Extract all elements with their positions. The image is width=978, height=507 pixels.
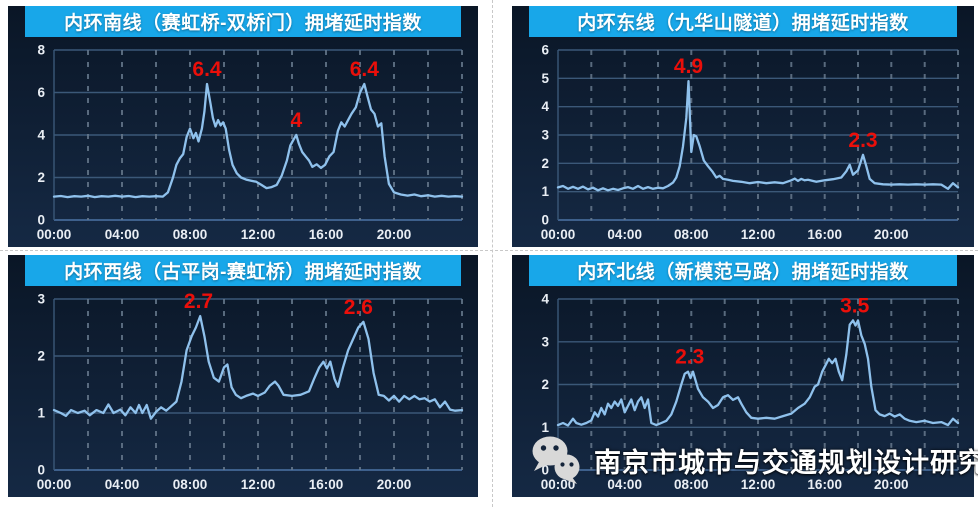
y-axis-tick-label: 3	[541, 128, 549, 143]
x-axis-tick-label: 12:00	[241, 477, 276, 492]
congestion-delay-line-chart: 0 2 4 6 8 00:00 04:00 08:00 12:00 16:00 20:00 6.4 4 6…	[37, 43, 464, 242]
congestion-index-series	[52, 314, 464, 420]
y-axis-tick-label: 6	[541, 43, 549, 58]
congestion-index-series	[52, 82, 464, 199]
chart-title: 内环西线（古平岗-赛虹桥）拥堵延时指数	[25, 255, 461, 286]
y-axis-tick-label: 2	[541, 156, 549, 171]
x-axis-tick-label: 20:00	[874, 227, 909, 242]
x-axis-tick-label: 00:00	[541, 477, 576, 492]
x-axis-tick-label: 20:00	[377, 477, 412, 492]
y-axis-tick-label: 6	[37, 85, 45, 100]
y-axis-tick-label: 0	[541, 463, 549, 478]
x-axis-tick-label: 16:00	[807, 477, 842, 492]
peak-value-label: 2.7	[184, 290, 213, 313]
chart-panel-inner-ring-east: 内环东线（九华山隧道）拥堵延时指数 0 1 2 3 4 5 6 00:00 04:00 08:00…	[512, 6, 974, 247]
y-axis-tick-label: 2	[37, 349, 45, 364]
x-axis-tick-label: 08:00	[674, 477, 709, 492]
y-axis-tick-label: 2	[541, 377, 549, 392]
peak-value-label: 4	[290, 109, 302, 132]
peak-value-label: 2.3	[848, 129, 877, 152]
chart-panel-inner-ring-north: 内环北线（新模范马路）拥堵延时指数 0 1 2 3 4 00:00 04:00 08:00 12…	[512, 255, 974, 497]
y-axis-tick-label: 8	[37, 43, 45, 58]
peak-value-label: 2.3	[675, 346, 704, 369]
congestion-delay-line-chart: 0 1 2 3 4 00:00 04:00 08:00 12:00 16:00 20:00 2.3 3.…	[541, 292, 960, 492]
peak-value-label: 2.6	[344, 296, 373, 319]
y-axis-tick-label: 0	[37, 213, 45, 228]
y-axis-tick-label: 3	[37, 292, 45, 307]
x-axis-tick-label: 16:00	[309, 477, 344, 492]
x-axis-tick-label: 16:00	[309, 227, 344, 242]
x-axis-tick-label: 12:00	[741, 477, 776, 492]
x-axis-tick-label: 08:00	[173, 227, 208, 242]
chart-title: 内环南线（赛虹桥-双桥门）拥堵延时指数	[25, 6, 461, 37]
x-axis-tick-label: 20:00	[377, 227, 412, 242]
y-axis-tick-label: 0	[37, 463, 45, 478]
y-axis-tick-label: 4	[541, 292, 549, 307]
column-divider	[492, 0, 493, 507]
x-axis-tick-label: 04:00	[105, 227, 140, 242]
y-axis-tick-label: 0	[541, 213, 549, 228]
peak-value-label: 3.5	[840, 294, 870, 317]
x-axis-tick-label: 00:00	[37, 227, 72, 242]
y-axis-tick-label: 1	[37, 406, 45, 421]
watermark: 南京市城市与交通规划设计研究院	[529, 436, 978, 484]
x-axis-tick-label: 08:00	[674, 227, 709, 242]
x-axis-tick-label: 20:00	[874, 477, 909, 492]
congestion-delay-line-chart: 0 1 2 3 4 5 6 00:00 04:00 08:00 12:00 16:00 20:00 4.9…	[541, 43, 960, 242]
y-axis-tick-label: 3	[541, 334, 549, 349]
chart-panel-inner-ring-west: 内环西线（古平岗-赛虹桥）拥堵延时指数 0 1 2 3 00:00 04:00 08:00 1…	[8, 255, 478, 497]
x-axis-tick-label: 00:00	[541, 227, 576, 242]
y-axis-tick-label: 4	[541, 99, 549, 114]
chart-panel-inner-ring-south: 内环南线（赛虹桥-双桥门）拥堵延时指数 0 2 4 6 8 00:00 04:00 08:00…	[8, 6, 478, 247]
congestion-index-series	[556, 319, 960, 427]
x-axis-tick-label: 00:00	[37, 477, 72, 492]
chart-title: 内环北线（新模范马路）拥堵延时指数	[529, 255, 957, 286]
x-axis-tick-label: 04:00	[607, 227, 642, 242]
wechat-icon	[532, 436, 580, 484]
x-axis-tick-label: 12:00	[241, 227, 276, 242]
peak-value-label: 6.4	[192, 58, 222, 81]
watermark-text: 南京市城市与交通规划设计研究院	[594, 447, 978, 478]
peak-value-label: 6.4	[350, 58, 380, 81]
y-axis-tick-label: 1	[541, 420, 549, 435]
peak-value-label: 4.9	[674, 55, 703, 78]
y-axis-tick-label: 5	[541, 71, 549, 86]
x-axis-tick-label: 04:00	[607, 477, 642, 492]
row-divider	[0, 250, 978, 251]
y-axis-tick-label: 1	[541, 184, 549, 199]
x-axis-tick-label: 12:00	[741, 227, 776, 242]
x-axis-tick-label: 04:00	[105, 477, 140, 492]
chart-title: 内环东线（九华山隧道）拥堵延时指数	[529, 6, 957, 37]
y-axis-tick-label: 2	[37, 170, 45, 185]
congestion-index-series	[556, 80, 960, 192]
congestion-delay-line-chart: 0 1 2 3 00:00 04:00 08:00 12:00 16:00 20:00 2.7 2.6	[37, 290, 464, 492]
x-axis-tick-label: 16:00	[807, 227, 842, 242]
x-axis-tick-label: 08:00	[173, 477, 208, 492]
y-axis-tick-label: 4	[37, 128, 45, 143]
